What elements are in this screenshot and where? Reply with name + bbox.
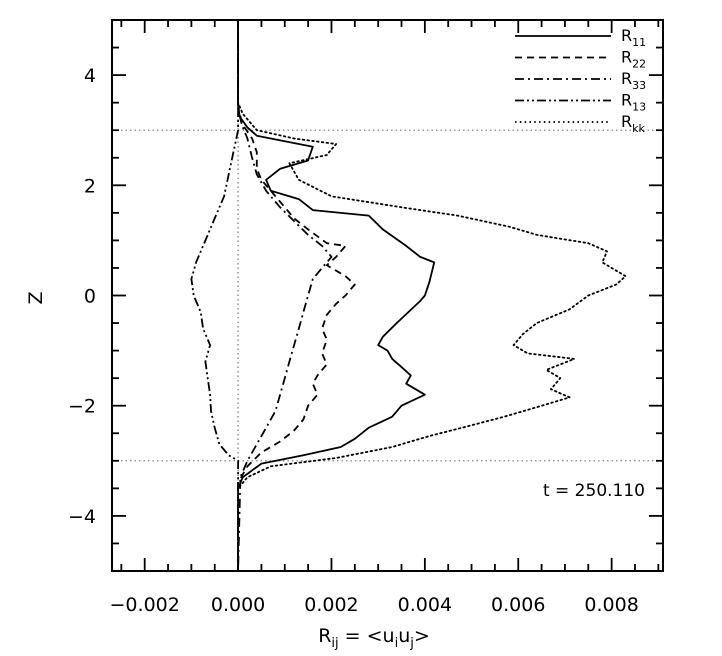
x-tick-label: −0.002 — [110, 594, 180, 616]
series-line-rkk — [237, 19, 627, 572]
legend-label-r33: R33 — [621, 69, 646, 92]
legend-label-r22: R22 — [621, 48, 646, 71]
series-line-r13 — [190, 20, 239, 571]
x-tick-label: 0.008 — [584, 594, 638, 616]
x-tick-label: 0.002 — [304, 594, 358, 616]
legend-label-r13: R13 — [621, 91, 646, 114]
x-axis-label: Rij = <uiuj> — [318, 625, 430, 651]
y-tick-label: −2 — [68, 396, 96, 418]
x-tick-label: 0.006 — [491, 594, 545, 616]
series-line-r22 — [237, 20, 356, 571]
axis-ticks: −0.002 0.000 0.002 0.004 0.006 0.008 −4 −2 0 2 4 — [68, 20, 663, 616]
series-line-r33 — [237, 20, 333, 572]
legend-label-rkk: Rkk — [621, 112, 645, 135]
reference-lines — [112, 20, 663, 571]
time-annotation: t = 250.110 — [543, 481, 645, 501]
series-layer — [190, 19, 627, 572]
y-tick-label: −4 — [68, 506, 96, 528]
x-tick-label: 0.004 — [398, 594, 452, 616]
y-tick-label: 4 — [84, 65, 96, 87]
legend-label-r11: R11 — [621, 26, 646, 49]
y-tick-label: 2 — [84, 175, 96, 197]
series-line-r11 — [237, 20, 436, 571]
x-tick-label: 0.000 — [211, 594, 265, 616]
y-tick-label: 0 — [84, 286, 96, 308]
y-axis-label: Z — [25, 291, 47, 304]
